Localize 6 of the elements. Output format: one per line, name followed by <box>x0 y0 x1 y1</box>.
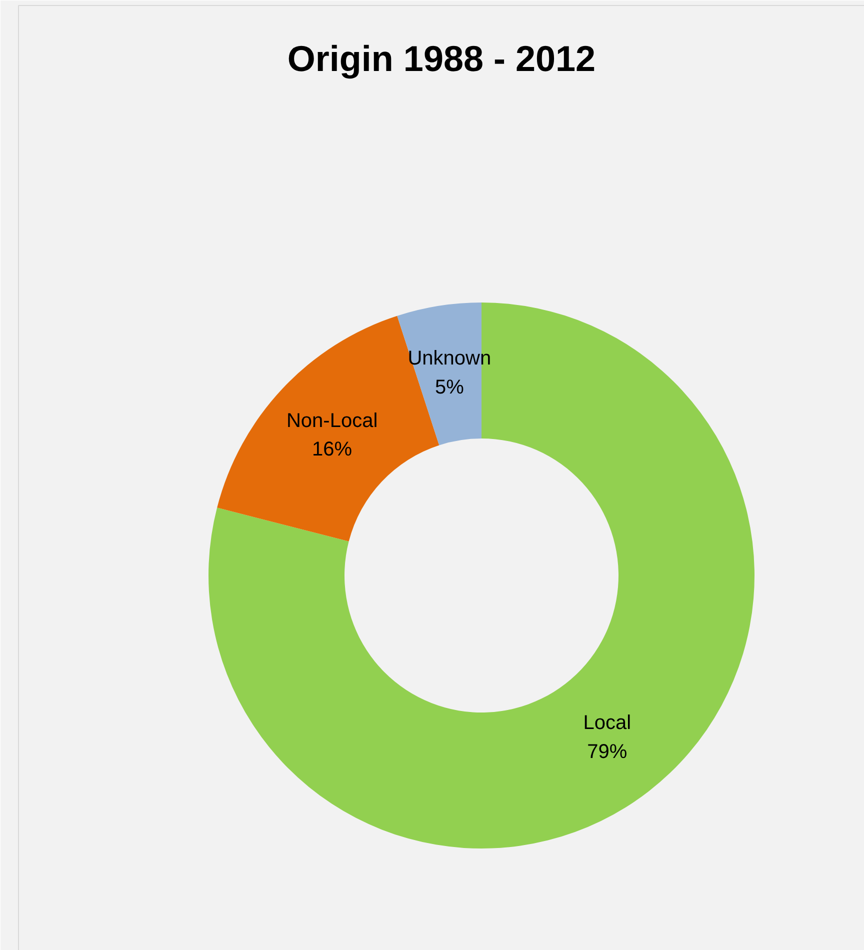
data-label: 5% <box>434 376 464 398</box>
data-label: 79% <box>587 740 628 763</box>
slice-label: Non-Local <box>286 410 378 432</box>
chart-title: Origin 1988 - 2012 <box>287 38 596 79</box>
data-label: 16% <box>312 438 352 460</box>
slice-label: Local <box>583 712 632 734</box>
